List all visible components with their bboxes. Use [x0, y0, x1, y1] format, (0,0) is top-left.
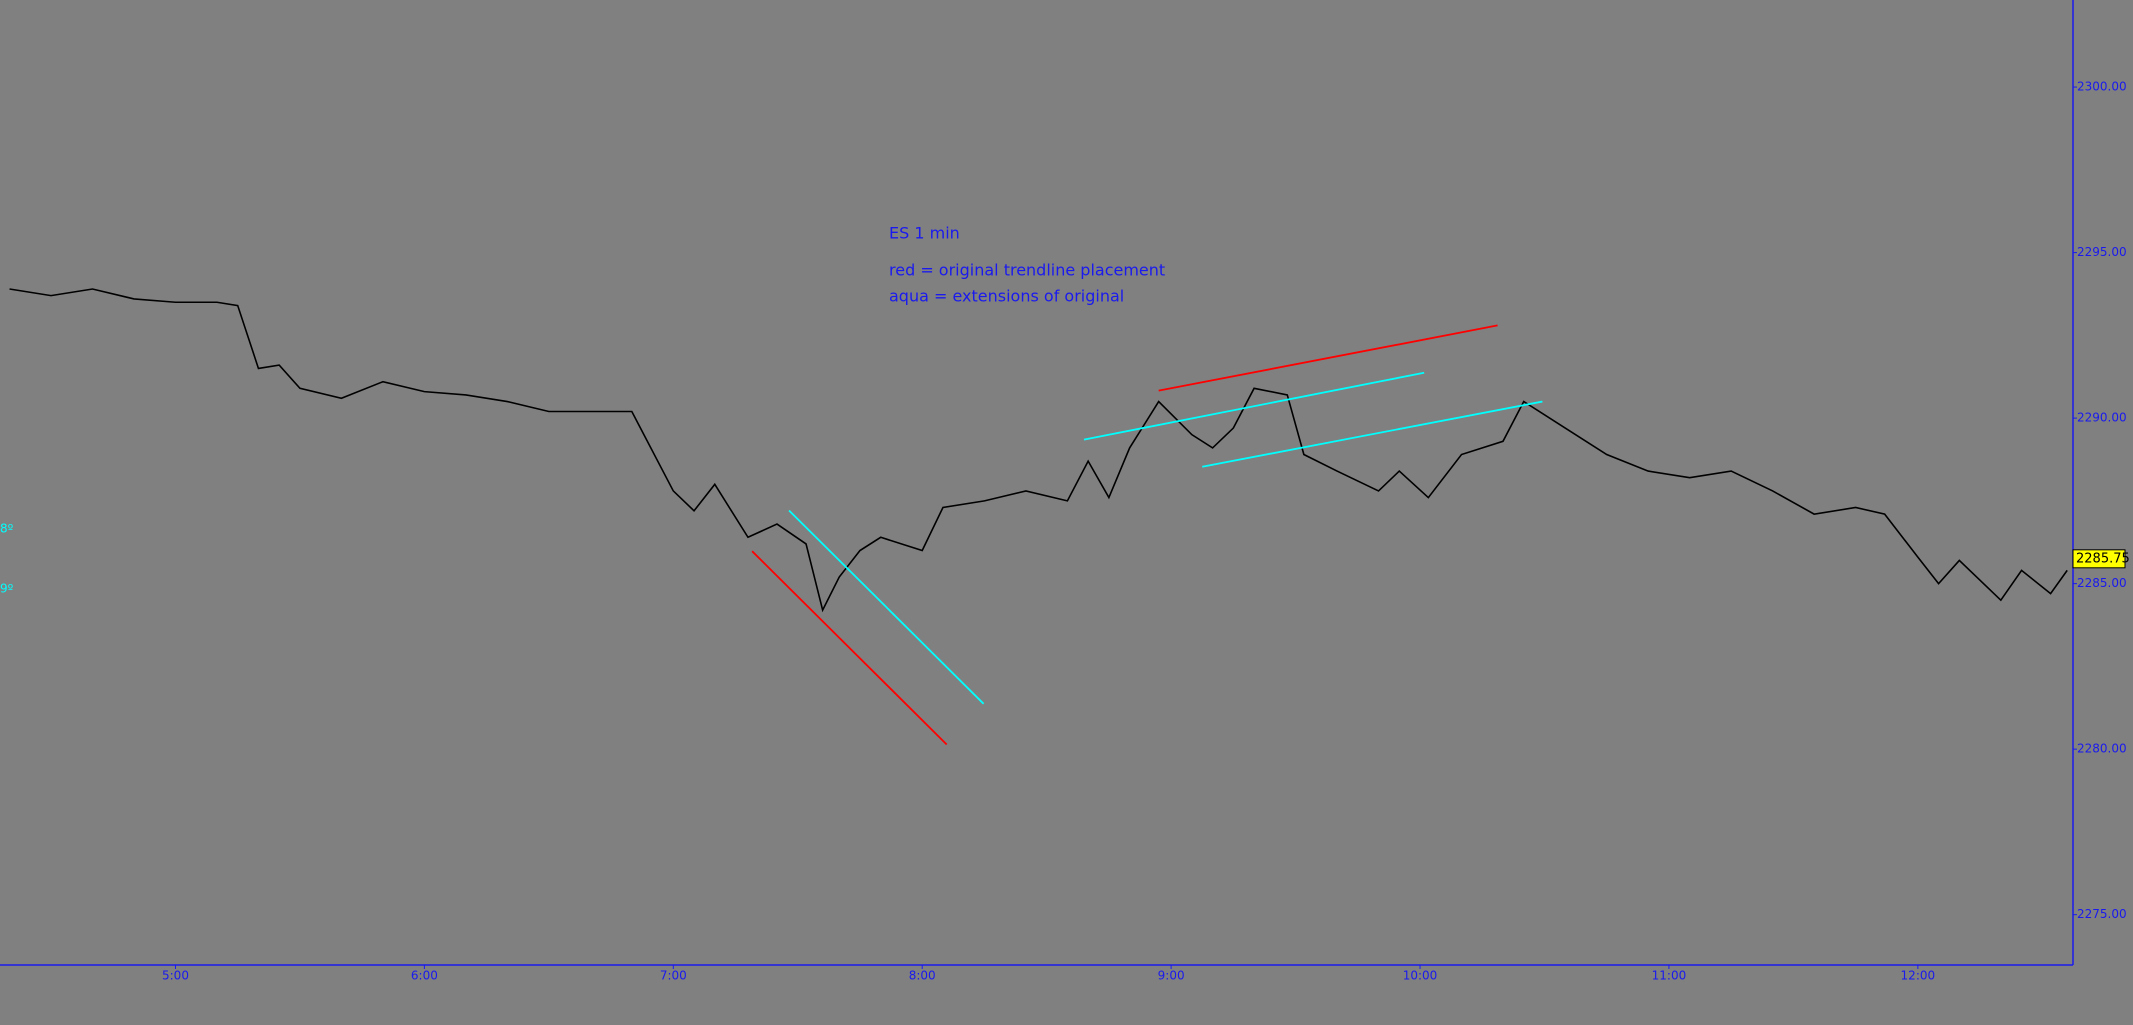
x-tick-label: 11:00	[1652, 969, 1687, 983]
y-tick-label: 2300.00	[2077, 80, 2127, 94]
annotation: ES 1 min	[889, 224, 960, 243]
x-tick-label: 7:00	[660, 969, 687, 983]
y-tick-label: 2295.00	[2077, 245, 2127, 259]
x-tick-label: 12:00	[1901, 969, 1936, 983]
trendline	[751, 550, 948, 746]
last-price-label: 2285.75	[2076, 551, 2130, 566]
annotation: aqua = extensions of original	[889, 287, 1124, 306]
y-tick-label: 2280.00	[2077, 742, 2127, 756]
annotation: red = original trendline placement	[889, 261, 1165, 280]
y-tick-label: 2285.00	[2077, 576, 2127, 590]
x-tick-label: 10:00	[1403, 969, 1438, 983]
left-label: 8º	[0, 522, 14, 536]
trendline	[1083, 371, 1425, 441]
x-tick-label: 6:00	[411, 969, 438, 983]
x-tick-label: 9:00	[1158, 969, 1185, 983]
x-tick-label: 5:00	[162, 969, 189, 983]
x-tick-label: 8:00	[909, 969, 936, 983]
y-tick-label: 2290.00	[2077, 411, 2127, 425]
y-tick-label: 2275.00	[2077, 907, 2127, 921]
last-price-box	[2072, 549, 2126, 569]
price-line	[9, 288, 2068, 613]
trendline	[788, 509, 985, 705]
trendline	[1202, 400, 1543, 468]
left-label: 9º	[0, 582, 14, 596]
trendline	[1158, 324, 1498, 392]
